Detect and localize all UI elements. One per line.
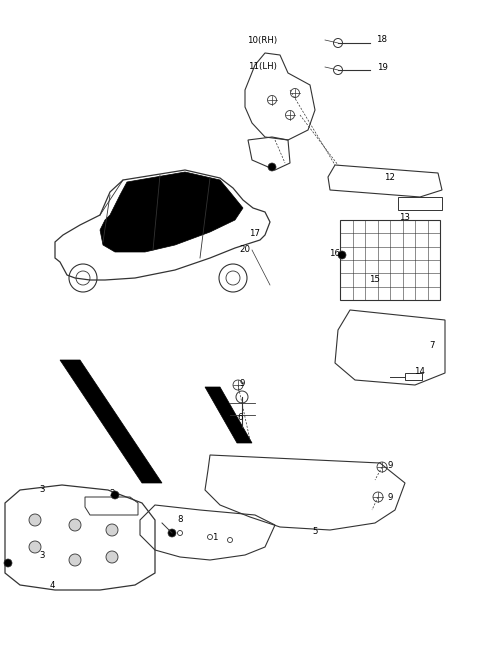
Text: 8: 8	[177, 515, 183, 524]
Text: 6: 6	[237, 413, 243, 421]
Polygon shape	[205, 387, 252, 443]
Text: 5: 5	[312, 528, 318, 537]
Text: 10(RH): 10(RH)	[247, 35, 277, 45]
Text: 15: 15	[370, 275, 381, 284]
Text: 9: 9	[240, 379, 245, 388]
Circle shape	[207, 535, 213, 539]
Text: 14: 14	[415, 366, 425, 375]
Text: 9: 9	[387, 493, 393, 502]
Circle shape	[4, 559, 12, 567]
Circle shape	[111, 491, 119, 499]
Circle shape	[106, 551, 118, 563]
Text: 1: 1	[212, 533, 218, 542]
Text: 3: 3	[39, 486, 45, 495]
Text: 12: 12	[384, 172, 396, 181]
Text: 4: 4	[49, 580, 55, 590]
Circle shape	[338, 251, 346, 259]
Text: 2: 2	[109, 488, 115, 497]
Text: 16: 16	[329, 248, 340, 257]
Circle shape	[29, 514, 41, 526]
Text: 17: 17	[250, 228, 261, 237]
Polygon shape	[60, 360, 162, 483]
Circle shape	[29, 541, 41, 553]
Text: 7: 7	[429, 341, 435, 350]
Circle shape	[268, 163, 276, 171]
Text: 9: 9	[387, 461, 393, 470]
Circle shape	[178, 530, 182, 535]
Circle shape	[106, 524, 118, 536]
Circle shape	[69, 519, 81, 531]
Text: 19: 19	[377, 63, 387, 72]
Text: 3: 3	[39, 550, 45, 559]
Circle shape	[168, 529, 176, 537]
Text: 13: 13	[399, 212, 410, 221]
Polygon shape	[100, 172, 243, 252]
Circle shape	[228, 537, 232, 542]
Text: 20: 20	[240, 246, 251, 255]
Text: 11(LH): 11(LH)	[248, 63, 276, 72]
Circle shape	[69, 554, 81, 566]
Bar	[340, 220, 440, 300]
Text: 18: 18	[376, 35, 387, 45]
